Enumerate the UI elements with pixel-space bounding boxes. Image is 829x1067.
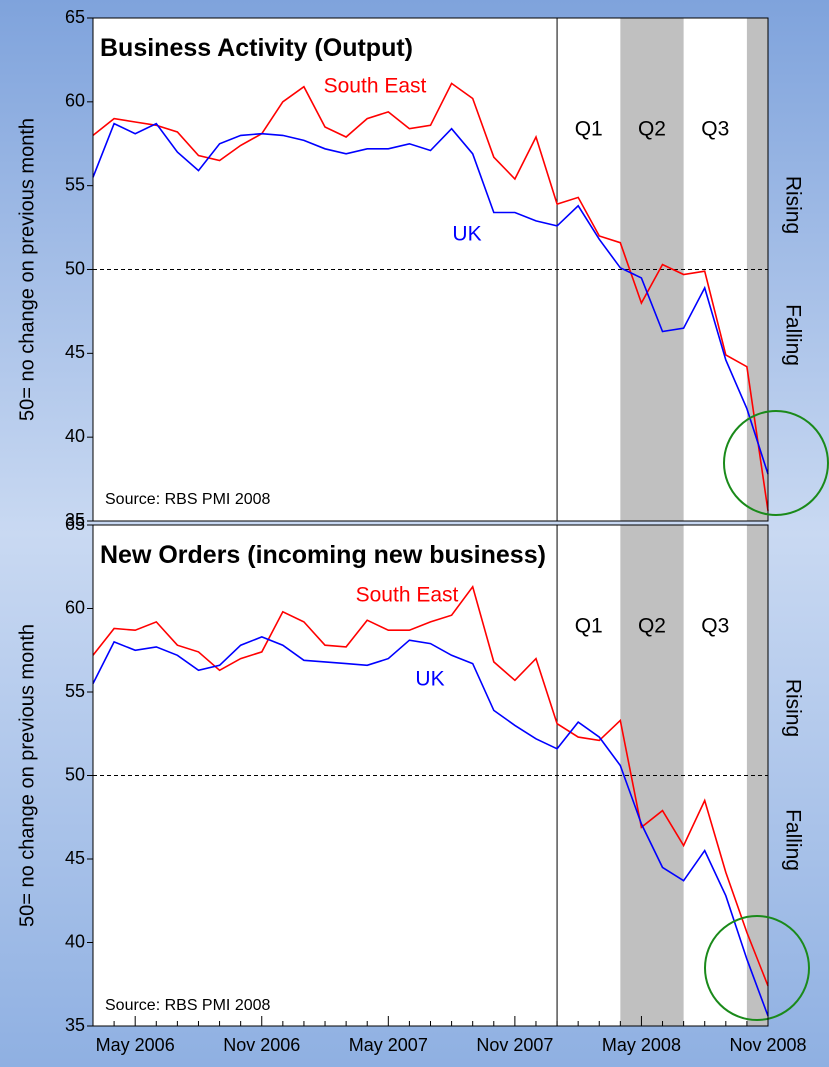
y-tick-label: 35 — [65, 1015, 85, 1035]
x-tick-label: May 2008 — [602, 1035, 681, 1055]
y-tick-label: 60 — [65, 597, 85, 617]
series-label: UK — [452, 223, 481, 246]
falling-label: Falling — [781, 809, 804, 871]
series-line — [92, 122, 769, 475]
y-tick-label: 65 — [65, 514, 85, 534]
y-axis-label: 50= no change on previous month — [16, 118, 38, 421]
shaded-band — [746, 18, 768, 521]
highlight-circle — [704, 915, 810, 1021]
rising-label: Rising — [781, 176, 804, 234]
y-tick-label: 40 — [65, 931, 85, 951]
quarter-label: Q3 — [701, 615, 729, 638]
series-line — [92, 636, 769, 1017]
x-tick-label: Nov 2007 — [476, 1035, 553, 1055]
chart-title: New Orders (incoming new business) — [100, 541, 546, 569]
y-tick-label: 45 — [65, 342, 85, 362]
shaded-band — [746, 525, 768, 1026]
source-note: Source: RBS PMI 2008 — [105, 491, 271, 508]
series-line — [92, 82, 769, 512]
y-tick-label: 60 — [65, 91, 85, 111]
y-tick-label: 45 — [65, 848, 85, 868]
series-label: UK — [415, 668, 444, 691]
highlight-circle — [723, 410, 829, 516]
source-note: Source: RBS PMI 2008 — [105, 997, 271, 1014]
quarter-label: Q2 — [638, 118, 666, 141]
quarter-label: Q1 — [575, 615, 603, 638]
x-tick-label: May 2007 — [349, 1035, 428, 1055]
series-line — [92, 585, 769, 987]
plots: Q1 Q2 Q3 South East UK Business Activity (Out… — [16, 7, 829, 1055]
series-label: South East — [324, 75, 427, 98]
chart-title: Business Activity (Output) — [100, 34, 413, 62]
rising-label: Rising — [781, 679, 804, 737]
quarter-label: Q1 — [575, 118, 603, 141]
y-tick-label: 40 — [65, 426, 85, 446]
series-label: South East — [356, 584, 459, 607]
y-tick-label: 55 — [65, 174, 85, 194]
x-tick-label: Nov 2008 — [729, 1035, 806, 1055]
y-tick-label: 55 — [65, 681, 85, 701]
y-tick-label: 35 — [65, 510, 85, 530]
y-tick-label: 50 — [65, 258, 85, 278]
y-tick-label: 50 — [65, 764, 85, 784]
x-tick-label: May 2006 — [96, 1035, 175, 1055]
quarter-label: Q3 — [701, 118, 729, 141]
y-axis-label: 50= no change on previous month — [16, 624, 38, 927]
y-tick-label: 65 — [65, 7, 85, 27]
x-tick-label: Nov 2006 — [223, 1035, 300, 1055]
quarter-label: Q2 — [638, 615, 666, 638]
falling-label: Falling — [781, 304, 804, 366]
